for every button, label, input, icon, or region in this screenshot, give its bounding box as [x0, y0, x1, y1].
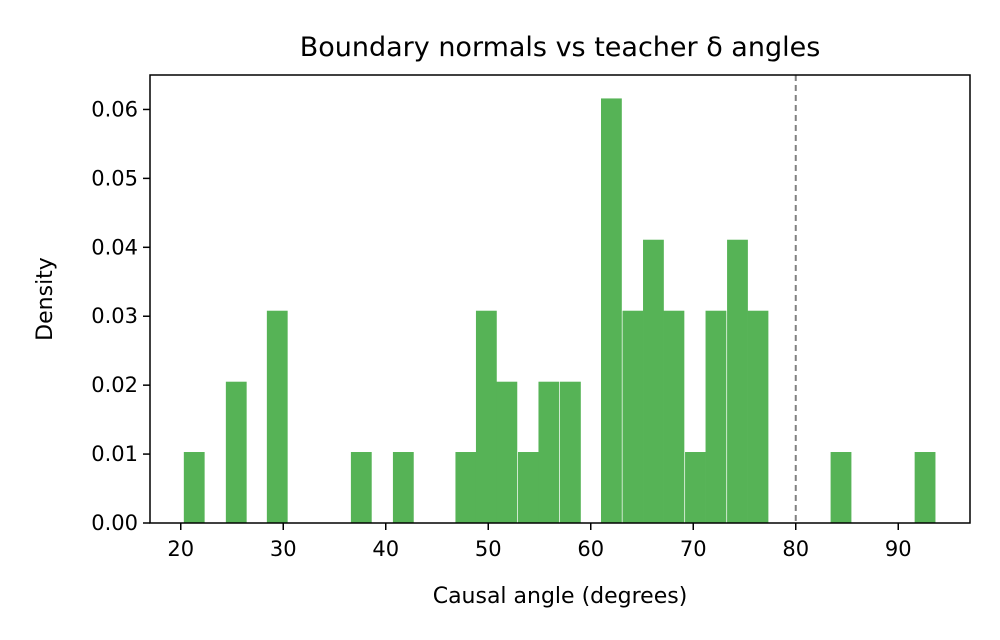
x-tick-label: 60 — [577, 537, 604, 561]
histogram-bar-13 — [643, 239, 664, 524]
y-tick-label: 0.01 — [91, 442, 138, 466]
x-tick-label: 80 — [782, 537, 809, 561]
histogram-bar-3 — [350, 452, 372, 523]
histogram-bar-7 — [496, 381, 518, 523]
y-tick-label: 0.03 — [91, 304, 138, 328]
x-tick-label: 50 — [475, 537, 502, 561]
histogram-bar-1 — [225, 381, 247, 523]
histogram-bar-11 — [601, 98, 622, 524]
bars-group — [183, 98, 936, 524]
y-tick-label: 0.06 — [91, 97, 138, 121]
y-tick-label: 0.02 — [91, 373, 138, 397]
histogram-bar-10 — [560, 381, 581, 523]
y-tick-label: 0.00 — [91, 511, 138, 535]
x-axis: 20 30 40 50 60 70 80 90 — [167, 523, 912, 561]
y-axis-label: Density — [33, 257, 58, 341]
histogram-bar-18 — [747, 310, 769, 523]
x-tick-label: 90 — [885, 537, 912, 561]
x-tick-label: 40 — [372, 537, 399, 561]
x-axis-label: Causal angle (degrees) — [433, 584, 688, 609]
histogram-bar-5 — [455, 452, 477, 523]
histogram-bar-19 — [830, 452, 852, 523]
histogram-bar-17 — [727, 239, 748, 524]
y-tick-label: 0.05 — [91, 166, 138, 190]
histogram-bar-15 — [685, 452, 706, 523]
x-tick-label: 20 — [167, 537, 194, 561]
x-tick-label: 70 — [680, 537, 707, 561]
histogram-bar-4 — [392, 452, 414, 523]
histogram-bar-16 — [705, 310, 727, 523]
histogram-bar-9 — [538, 381, 560, 523]
histogram-bar-12 — [622, 310, 644, 523]
histogram-bar-14 — [663, 310, 685, 523]
histogram-bar-20 — [914, 452, 936, 523]
histogram-bar-6 — [475, 310, 497, 523]
x-tick-label: 30 — [270, 537, 297, 561]
y-tick-label: 0.04 — [91, 235, 138, 259]
y-axis: 0.00 0.01 0.02 0.03 0.04 0.05 0.06 — [91, 97, 150, 535]
histogram-bar-8 — [517, 452, 539, 523]
histogram-bar-2 — [266, 310, 288, 523]
chart-title: Boundary normals vs teacher δ angles — [300, 32, 821, 63]
plot-frame — [149, 74, 971, 524]
histogram-bar-0 — [183, 452, 205, 523]
